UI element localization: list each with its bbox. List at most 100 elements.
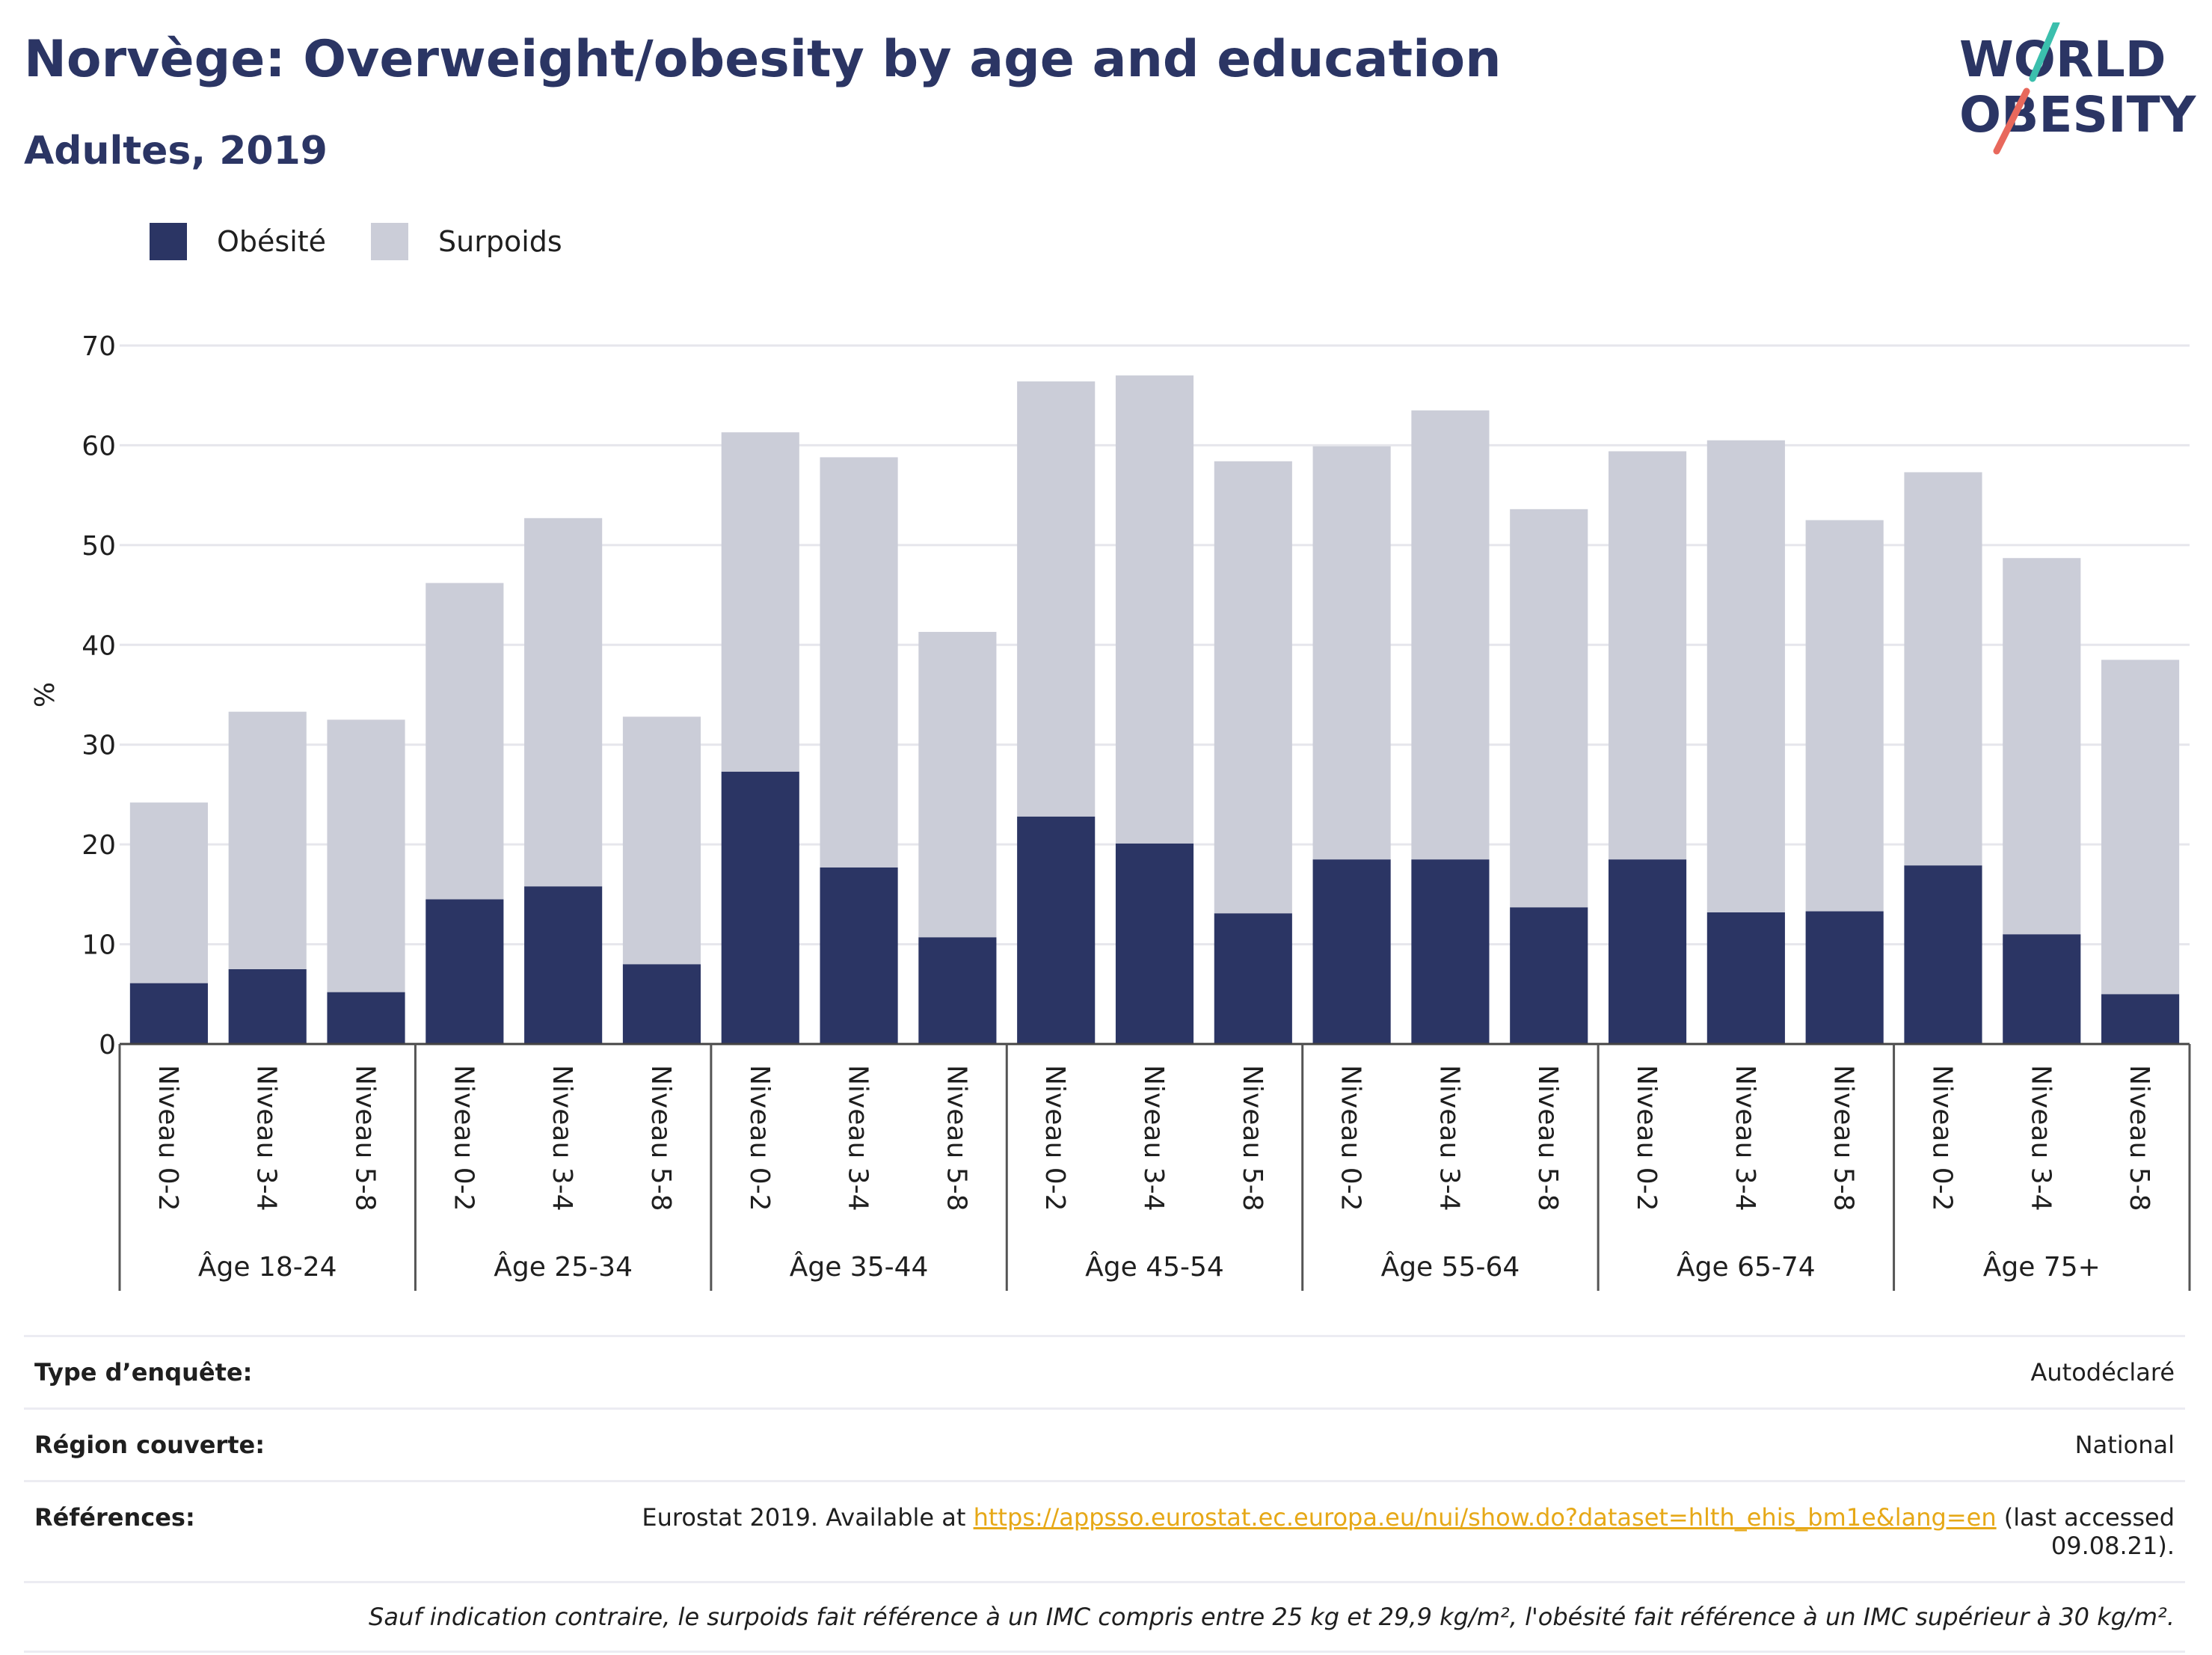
bar-obesite bbox=[1411, 859, 1490, 1044]
definition-note: Sauf indication contraire, le surpoids f… bbox=[24, 1581, 2185, 1653]
bar-surpoids bbox=[228, 711, 307, 969]
logo-line2: OBESITY bbox=[1959, 86, 2197, 144]
bar-obesite bbox=[1608, 859, 1687, 1044]
bar-surpoids bbox=[1706, 440, 1785, 912]
region-value: National bbox=[2074, 1431, 2175, 1459]
references-label: Références: bbox=[34, 1503, 195, 1532]
x-level-label: Niveau 0-2 bbox=[1631, 1065, 1662, 1212]
x-group-label: Âge 65-74 bbox=[1677, 1251, 1816, 1283]
references-link[interactable]: https://appsso.eurostat.ec.europa.eu/nui… bbox=[973, 1503, 1997, 1532]
bar-surpoids bbox=[622, 716, 701, 965]
legend-label-obesity: Obésité bbox=[217, 225, 327, 258]
bar-surpoids bbox=[1411, 410, 1490, 860]
x-level-label: Niveau 5-8 bbox=[2124, 1065, 2154, 1212]
x-level-label: Niveau 3-4 bbox=[843, 1065, 873, 1212]
bar-surpoids bbox=[524, 518, 603, 887]
x-level-label: Niveau 3-4 bbox=[1730, 1065, 1760, 1212]
bar-surpoids bbox=[425, 583, 504, 900]
bar-surpoids bbox=[918, 631, 997, 938]
logo-slash-red bbox=[1993, 87, 2030, 155]
y-tick-label: 70 bbox=[82, 331, 116, 362]
bar-surpoids bbox=[1312, 446, 1391, 860]
bar-obesite bbox=[1115, 843, 1194, 1044]
x-level-label: Niveau 3-4 bbox=[2025, 1065, 2056, 1212]
bar-obesite bbox=[2101, 994, 2180, 1044]
survey-type-value: Autodéclaré bbox=[2030, 1358, 2175, 1387]
bar-surpoids bbox=[721, 432, 799, 772]
info-row-references: Références: Eurostat 2019. Available at … bbox=[24, 1480, 2185, 1581]
x-level-label: Niveau 0-2 bbox=[1926, 1065, 1957, 1212]
bar-obesite bbox=[129, 983, 208, 1044]
bar-surpoids bbox=[1904, 472, 1982, 866]
bar-surpoids bbox=[1115, 375, 1194, 844]
logo-line1: WORLD bbox=[1959, 31, 2166, 88]
y-tick-label: 40 bbox=[82, 630, 116, 661]
y-tick-label: 50 bbox=[82, 531, 116, 562]
x-level-label: Niveau 0-2 bbox=[1039, 1065, 1070, 1212]
y-tick-label: 10 bbox=[82, 930, 116, 961]
legend-item-obesity[interactable]: Obésité bbox=[150, 223, 326, 260]
y-tick-label: 60 bbox=[82, 431, 116, 461]
bar-chart: 0 10 20 30 40 50 60 70% Niveau 0-2 Niveau 3-4 Nive… bbox=[30, 331, 2191, 1291]
info-table: Type d’enquête: Autodéclaré Région couve… bbox=[24, 1335, 2185, 1653]
x-level-label: Niveau 0-2 bbox=[1336, 1065, 1366, 1212]
x-group-label: Âge 18-24 bbox=[198, 1251, 337, 1283]
x-group-label: Âge 35-44 bbox=[790, 1251, 929, 1283]
x-level-label: Niveau 5-8 bbox=[941, 1065, 971, 1212]
info-row-region: Région couverte: National bbox=[24, 1407, 2185, 1480]
x-level-label: Niveau 3-4 bbox=[251, 1065, 282, 1212]
bar-obesite bbox=[327, 992, 405, 1044]
bar-surpoids bbox=[1214, 461, 1292, 914]
bar-obesite bbox=[524, 886, 603, 1044]
bar-obesite bbox=[2003, 934, 2081, 1044]
legend-item-overweight[interactable]: Surpoids bbox=[371, 223, 562, 260]
bar-obesite bbox=[228, 968, 307, 1044]
bar-obesite bbox=[622, 964, 701, 1044]
region-label: Région couverte: bbox=[34, 1431, 265, 1459]
bar-surpoids bbox=[1805, 520, 1884, 912]
bar-surpoids bbox=[2101, 660, 2180, 995]
legend-swatch-overweight bbox=[371, 223, 409, 260]
x-level-label: Niveau 5-8 bbox=[645, 1065, 676, 1212]
x-level-label: Niveau 3-4 bbox=[1434, 1065, 1464, 1212]
references-prefix: Eurostat 2019. Available at bbox=[642, 1503, 974, 1532]
bar-obesite bbox=[425, 899, 504, 1044]
bar-surpoids bbox=[327, 719, 405, 992]
bar-obesite bbox=[721, 771, 799, 1044]
bar-surpoids bbox=[820, 457, 898, 868]
legend-swatch-obesity bbox=[150, 223, 187, 260]
references-value: Eurostat 2019. Available at https://apps… bbox=[529, 1503, 2175, 1560]
bar-obesite bbox=[1214, 913, 1292, 1044]
y-axis-label: % bbox=[30, 682, 61, 707]
x-group-label: Âge 55-64 bbox=[1381, 1251, 1520, 1283]
x-level-label: Niveau 3-4 bbox=[547, 1065, 577, 1212]
bar-surpoids bbox=[129, 802, 208, 983]
bar-obesite bbox=[1805, 911, 1884, 1044]
legend: Obésité Surpoids bbox=[150, 221, 607, 262]
legend-label-overweight: Surpoids bbox=[438, 225, 562, 258]
bar-surpoids bbox=[1017, 381, 1096, 817]
bar-obesite bbox=[1312, 859, 1391, 1044]
x-level-label: Niveau 0-2 bbox=[153, 1065, 183, 1212]
bar-obesite bbox=[820, 867, 898, 1044]
bar-obesite bbox=[918, 937, 997, 1044]
logo-slash-teal bbox=[2029, 22, 2060, 82]
x-level-label: Niveau 5-8 bbox=[350, 1065, 381, 1212]
bar-surpoids bbox=[1608, 451, 1687, 860]
x-level-label: Niveau 3-4 bbox=[1138, 1065, 1169, 1212]
x-group-label: Âge 25-34 bbox=[494, 1251, 633, 1283]
bar-surpoids bbox=[2003, 558, 2081, 935]
references-suffix: (last accessed 09.08.21). bbox=[1996, 1503, 2175, 1560]
chart-subtitle: Adultes, 2019 bbox=[24, 129, 328, 174]
bar-obesite bbox=[1904, 865, 1982, 1044]
info-row-survey: Type d’enquête: Autodéclaré bbox=[24, 1335, 2185, 1407]
bar-obesite bbox=[1510, 907, 1588, 1044]
x-level-label: Niveau 0-2 bbox=[744, 1065, 775, 1212]
x-level-label: Niveau 0-2 bbox=[448, 1065, 479, 1212]
y-tick-label: 30 bbox=[82, 731, 116, 761]
chart-title: Norvège: Overweight/obesity by age and e… bbox=[24, 30, 1502, 89]
y-tick-label: 20 bbox=[82, 830, 116, 861]
y-tick-label: 0 bbox=[99, 1030, 116, 1060]
world-obesity-logo: WORLD OBESITY bbox=[1959, 22, 2197, 155]
bar-surpoids bbox=[1510, 509, 1588, 908]
